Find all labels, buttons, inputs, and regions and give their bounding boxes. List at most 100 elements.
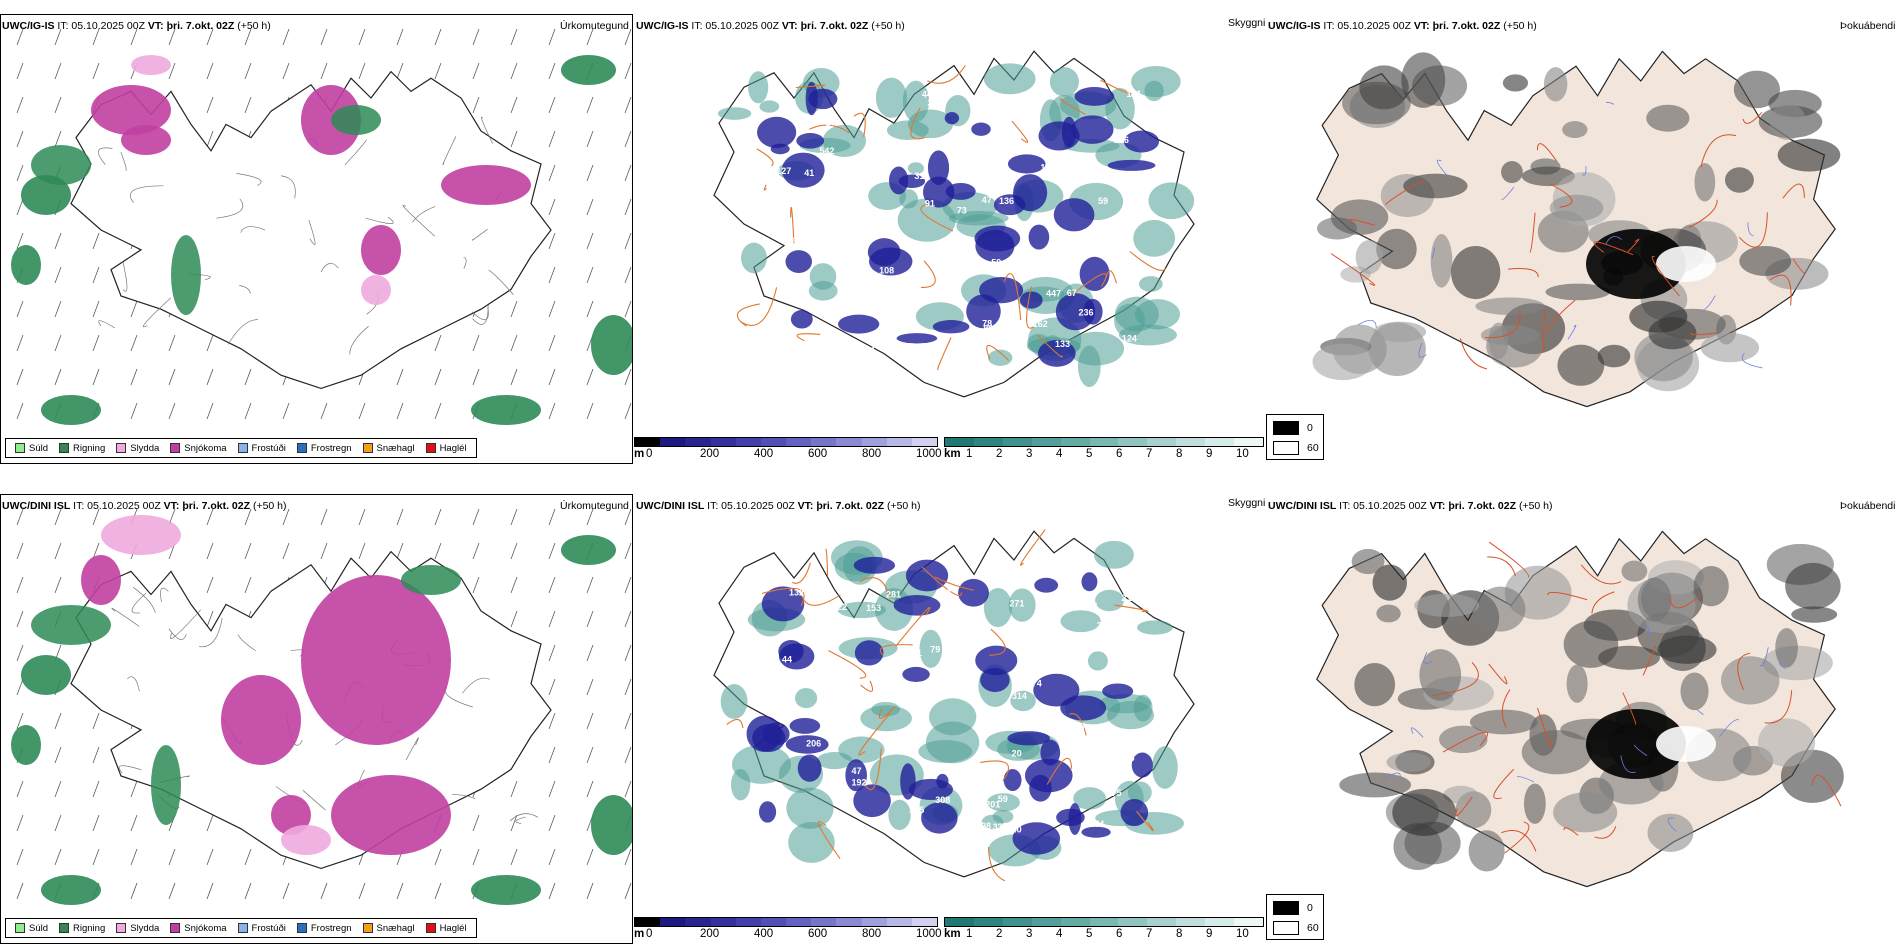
fog-area	[1521, 730, 1593, 775]
cloud-base-area	[796, 133, 825, 149]
road	[1764, 690, 1793, 724]
road	[796, 333, 821, 342]
cloud-height-label: 122	[832, 602, 847, 612]
river	[1747, 222, 1754, 237]
visibility-area	[918, 739, 973, 763]
visibility-area	[759, 100, 780, 113]
fog-area	[1545, 283, 1611, 301]
river	[1431, 247, 1436, 259]
cloud-height-label: 126	[1114, 135, 1129, 145]
fog-header-0: UWC/IG-IS IT: 05.10.2025 00Z VT: þri. 7.…	[1268, 20, 1537, 32]
fog-area	[1419, 649, 1462, 701]
fog-area	[1598, 645, 1660, 670]
cloud-base-area	[1033, 673, 1080, 707]
precip-legend-item: Slydda	[116, 443, 159, 454]
colorbar-tick: 5	[1086, 448, 1093, 460]
road	[828, 650, 867, 679]
fog-area	[1680, 672, 1709, 711]
fog-map-1	[1316, 530, 1844, 888]
colorbar-segment	[861, 918, 887, 926]
cloud-base-area	[945, 183, 976, 200]
legend-label: Rigning	[73, 922, 106, 934]
rain-area	[31, 605, 111, 645]
precip-header-0: UWC/IG-IS IT: 05.10.2025 00Z VT: þri. 7.…	[2, 20, 271, 32]
road	[860, 680, 873, 692]
road	[1542, 310, 1546, 351]
cloud-base-area	[993, 194, 1026, 216]
road	[1488, 541, 1529, 578]
fog-area	[1721, 656, 1780, 705]
cloud-height-label: 103	[825, 118, 840, 128]
cloud-map-0: 245 548 542 25 191 447 162 352 47 136 89 59 137 133 94…	[713, 50, 1195, 398]
road	[1811, 774, 1842, 807]
fog-title-1: Þokuábendi	[1840, 500, 1896, 512]
colorbar-segment	[1060, 438, 1090, 446]
road	[895, 606, 931, 647]
cloud-height-label: 399	[957, 774, 972, 784]
fog-area	[1354, 663, 1396, 707]
cloud-base-area	[1007, 154, 1046, 174]
colorbar-tick: 600	[808, 448, 828, 460]
cloud-height-label: 548	[796, 225, 811, 235]
cloud-base-area	[1056, 808, 1085, 827]
cloud-height-label: 126	[1142, 574, 1157, 584]
cloud-height-label: 132	[789, 587, 804, 597]
cloud-base-area	[900, 763, 916, 800]
road	[817, 821, 841, 859]
river	[1634, 744, 1648, 756]
precip-legend-1: Súld Rigning Slydda Snjókoma Frostúði Frostre…	[5, 918, 477, 938]
fog-area	[1700, 333, 1760, 363]
fog-area	[1724, 167, 1754, 193]
colorbar-segment	[635, 918, 661, 926]
cloud-height-label: 44	[922, 89, 932, 99]
cloud-base-area	[975, 229, 1015, 262]
road	[937, 337, 952, 371]
fog-area	[1785, 562, 1841, 610]
colorbar-tick: 9	[1206, 448, 1213, 460]
visibility-area	[1133, 694, 1153, 722]
legend-swatch	[59, 443, 70, 453]
colorbar-segment	[945, 438, 974, 446]
cloud-height-label: 91	[925, 199, 935, 209]
cloud-panel-1: 211 271 399 255 239 140 175 99 122 281 206 198 126 21…	[634, 494, 1264, 944]
visibility-area	[1144, 80, 1164, 102]
fog-area	[1401, 52, 1446, 108]
cloud-base-area	[838, 314, 880, 334]
precip-legend-item: Snæhagl	[362, 443, 415, 454]
colorbar-tick: 4	[1056, 928, 1063, 940]
cloud-base-area	[1131, 752, 1153, 778]
visibility-area	[1095, 589, 1125, 612]
road	[1488, 663, 1508, 685]
cloud-base-area	[889, 166, 909, 195]
snow-area	[81, 555, 121, 605]
fog-area	[1646, 104, 1690, 132]
cloud-height-label: 47	[982, 195, 992, 205]
rain-area	[471, 395, 541, 425]
colorbar-tick: 6	[1116, 928, 1123, 940]
rain-area	[21, 175, 71, 215]
cloud-height-label: 308	[935, 795, 950, 805]
precip-legend-item: Snjókoma	[170, 923, 227, 934]
road	[1069, 713, 1087, 736]
visibility-area	[795, 688, 818, 709]
rain-area	[41, 395, 101, 425]
road	[879, 644, 913, 656]
precip-type-panel-1: Súld Rigning Slydda Snjókoma Frostúði Frostre…	[0, 494, 633, 944]
visibility-area	[897, 198, 956, 242]
precip-legend-item: Haglél	[425, 923, 467, 934]
cloud-height-label: 127	[776, 166, 791, 176]
fog-area	[1557, 344, 1605, 386]
precip-legend-0: Súld Rigning Slydda Snjókoma Frostúði Frostre…	[5, 438, 477, 458]
cloud-height-label: 59	[1098, 196, 1108, 206]
cloud-height-label: 140	[1007, 825, 1022, 835]
colorbar-segment	[1089, 438, 1119, 446]
colorbar-tick: 10	[1236, 928, 1249, 940]
fog-area	[1501, 160, 1523, 184]
road	[980, 760, 1009, 782]
road	[1546, 299, 1576, 334]
cloud-height-label: 45	[1061, 736, 1071, 746]
colorbar-tick: 6	[1116, 448, 1123, 460]
road	[1485, 310, 1521, 339]
cloud-base-area	[1081, 826, 1111, 838]
visibility-colorbar-1	[944, 917, 1264, 927]
